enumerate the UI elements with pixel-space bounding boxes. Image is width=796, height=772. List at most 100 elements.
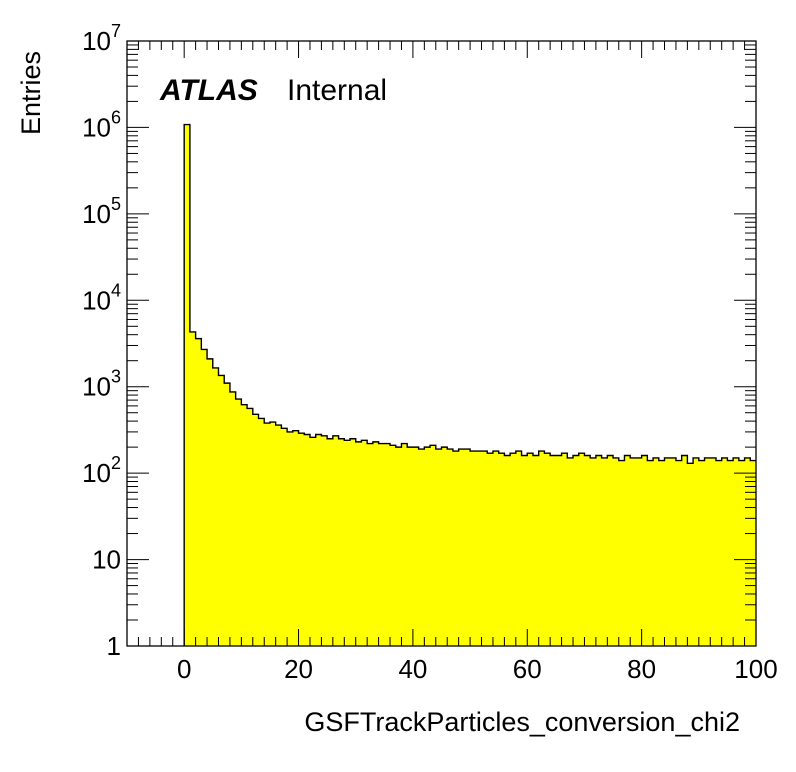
x-tick-labels: 0 20 40 60 80 100: [177, 654, 778, 684]
y-tick-label: 10: [92, 545, 121, 575]
histogram-bar: [275, 425, 282, 646]
histogram-bar: [287, 431, 294, 646]
histogram-bar: [498, 453, 505, 646]
histogram-bar: [521, 455, 528, 646]
histogram-bars: [183, 123, 757, 647]
histogram-bar: [561, 453, 568, 646]
histogram-bar: [441, 447, 448, 646]
histogram-bar: [607, 455, 614, 646]
histogram-bar: [212, 367, 219, 646]
histogram-bar: [401, 443, 408, 646]
histogram-bar: [538, 451, 545, 646]
histogram-bar: [658, 460, 665, 646]
histogram-bar: [624, 455, 631, 646]
histogram-bar: [721, 457, 728, 646]
x-tick-label: 0: [177, 654, 191, 684]
histogram-bar: [653, 457, 660, 646]
plot-frame: [126, 40, 757, 647]
histogram-bar: [350, 438, 357, 646]
axis-ticks: [126, 40, 757, 647]
histogram-bar: [412, 447, 420, 646]
histogram-bar: [515, 451, 522, 646]
histogram-bar: [584, 455, 591, 646]
histogram-bar: [544, 453, 551, 646]
y-axis-title: Entries: [16, 51, 46, 135]
x-tick-label: 60: [513, 654, 542, 684]
histogram-bar: [630, 457, 637, 646]
histogram-bar: [218, 375, 225, 646]
histogram-bar: [292, 430, 299, 646]
histogram-bar: [229, 391, 237, 646]
histogram-bar: [727, 460, 734, 646]
histogram-bar: [367, 443, 374, 646]
y-tick-label: 105: [82, 194, 121, 229]
status-label: Internal: [287, 74, 387, 107]
histogram-bar: [464, 449, 471, 646]
histogram-bar: [578, 453, 585, 646]
histogram-bar: [264, 423, 271, 646]
histogram-bar: [487, 453, 494, 646]
histogram-bar: [195, 338, 202, 646]
histogram-bar: [247, 408, 254, 646]
histogram-bar: [207, 358, 214, 646]
histogram-bar: [201, 349, 208, 646]
histogram-bar: [647, 460, 654, 646]
histogram-bar: [481, 451, 488, 646]
histogram-bar: [675, 460, 683, 646]
histogram-bar: [395, 447, 402, 646]
x-axis-title: GSFTrackParticles_conversion_chi2: [304, 707, 740, 737]
histogram-outline: [183, 123, 756, 646]
y-tick-label: 107: [82, 21, 121, 56]
histogram-bar: [687, 463, 694, 646]
plot-border: [126, 40, 757, 647]
histogram-bar: [424, 447, 431, 646]
histogram-bar: [407, 447, 414, 646]
histogram-bar: [567, 457, 574, 646]
histogram-bar: [241, 404, 248, 646]
y-tick-label: 102: [82, 453, 121, 488]
histogram-bar: [430, 445, 437, 646]
histogram-bar: [750, 460, 757, 646]
histogram-bar: [224, 383, 231, 646]
histogram-bar: [269, 422, 277, 646]
histogram-bar: [458, 449, 465, 646]
histogram-bar: [595, 455, 603, 646]
histogram-bar: [573, 455, 580, 646]
histogram-bar: [235, 399, 242, 646]
histogram-bar: [372, 441, 379, 646]
histogram-bar: [555, 455, 562, 646]
histogram-bar: [744, 457, 751, 646]
histogram-bar: [252, 414, 259, 646]
histogram-bar: [309, 437, 317, 646]
histogram-bar: [532, 455, 540, 646]
histogram-bar: [733, 457, 740, 646]
histogram-bar: [475, 451, 482, 646]
histogram-bar: [384, 443, 391, 646]
histogram-bar: [327, 438, 334, 646]
histogram-bar: [641, 455, 648, 646]
histogram-bar: [447, 449, 454, 646]
histogram-bar: [258, 418, 265, 646]
histogram-bar: [344, 440, 351, 646]
histogram-bar: [189, 331, 197, 646]
histogram-bar: [715, 460, 723, 646]
histogram-bar: [361, 440, 368, 646]
histogram-bar: [613, 457, 620, 646]
histogram-bar: [281, 428, 288, 646]
histogram-bar: [664, 457, 671, 646]
histogram-bar: [332, 435, 339, 646]
x-tick-label: 80: [627, 654, 656, 684]
x-tick-label: 100: [734, 654, 777, 684]
x-tick-label: 20: [284, 654, 313, 684]
histogram-bar: [504, 455, 511, 646]
histogram-bar: [738, 460, 745, 646]
y-tick-label: 103: [82, 367, 121, 402]
histogram-bar: [590, 457, 597, 646]
histogram-bar: [681, 455, 688, 646]
y-tick-label: 104: [82, 280, 121, 315]
histogram-bar: [492, 451, 500, 646]
histogram-bar: [338, 438, 345, 646]
histogram-bar: [355, 441, 362, 646]
histogram-bar: [321, 435, 328, 646]
